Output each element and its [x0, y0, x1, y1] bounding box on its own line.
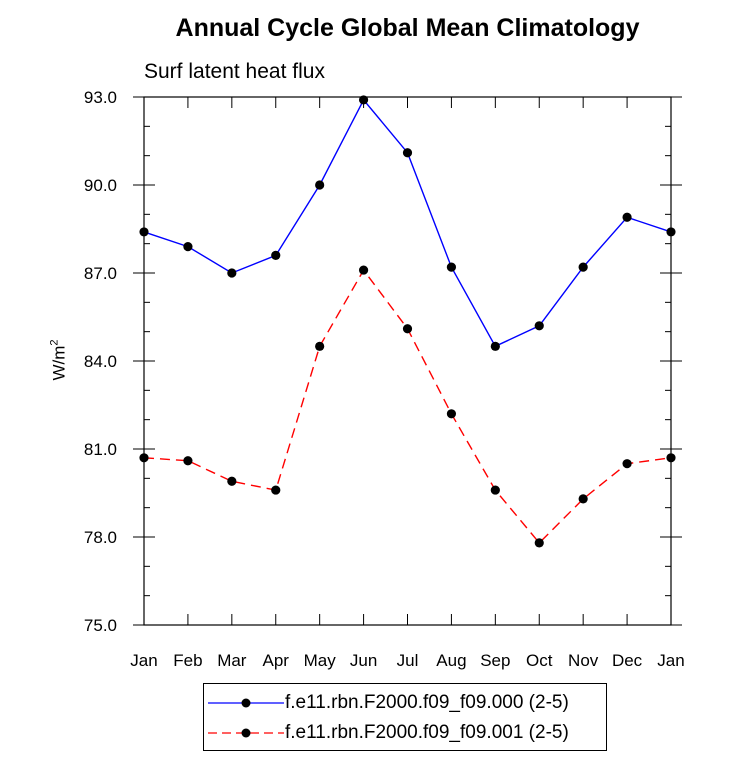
plot-area: Jan Feb Mar Apr May Jun Jul Aug Sep Oct Nov Dec Jan 7… — [84, 88, 685, 670]
data-point-series-1 — [227, 268, 237, 278]
data-point-series-2 — [446, 409, 457, 419]
series-line-1 — [143, 98, 672, 348]
plot-frame — [143, 96, 672, 626]
y-tick-label: 84.0 — [84, 352, 117, 371]
data-point-series-2 — [490, 485, 500, 495]
legend-swatch-series-2 — [208, 728, 284, 738]
x-tick-label: Feb — [173, 651, 202, 670]
legend-item-series-1: f.e11.rbn.F2000.f09_f09.000 (2-5) — [204, 688, 606, 718]
data-point-series-2 — [139, 453, 149, 463]
legend-item-series-2: f.e11.rbn.F2000.f09_f09.001 (2-5) — [204, 718, 606, 748]
data-point-series-1 — [446, 262, 457, 272]
data-point-series-2 — [666, 453, 676, 463]
data-point-series-1 — [183, 242, 193, 252]
x-tick-label: Aug — [436, 651, 466, 670]
x-tick-label: Nov — [568, 651, 599, 670]
data-point-series-1 — [358, 95, 369, 105]
x-tick-label: Apr — [263, 651, 290, 670]
x-tick-label: Sep — [480, 651, 510, 670]
y-tick-label: 87.0 — [84, 264, 117, 283]
x-tick-label: Jun — [350, 651, 377, 670]
data-point-series-2 — [271, 485, 281, 495]
legend-label-series-2: f.e11.rbn.F2000.f09_f09.001 (2-5) — [285, 722, 569, 743]
legend: f.e11.rbn.F2000.f09_f09.000 (2-5) f.e11.… — [203, 683, 607, 751]
data-point-series-2 — [534, 538, 544, 548]
x-tick-label: Dec — [612, 651, 643, 670]
x-tick-label: Jul — [397, 651, 419, 670]
data-point-series-2 — [183, 456, 193, 466]
data-point-series-1 — [271, 250, 281, 260]
legend-label-series-1: f.e11.rbn.F2000.f09_f09.000 (2-5) — [285, 692, 569, 713]
series-line-2 — [143, 268, 672, 544]
y-tick-label: 75.0 — [84, 616, 117, 635]
data-point-series-1 — [666, 227, 676, 237]
chart-title: Annual Cycle Global Mean Climatology — [175, 14, 640, 42]
y-tick-label: 90.0 — [84, 176, 117, 195]
x-tick-label: Jan — [130, 651, 157, 670]
data-point-series-1 — [139, 227, 149, 237]
data-point-series-1 — [534, 321, 544, 331]
legend-swatch-series-1 — [208, 698, 284, 708]
data-point-series-1 — [402, 148, 413, 158]
data-point-series-2 — [227, 476, 237, 486]
data-point-series-2 — [578, 494, 588, 504]
data-point-series-2 — [358, 265, 369, 275]
y-tick-label: 93.0 — [84, 88, 117, 107]
data-point-series-1 — [622, 212, 632, 222]
data-point-series-2 — [402, 324, 413, 334]
data-point-series-2 — [622, 459, 632, 469]
x-tick-label: Jan — [657, 651, 684, 670]
data-point-series-1 — [490, 341, 500, 351]
y-tick-label: 81.0 — [84, 440, 117, 459]
x-tick-label: Mar — [217, 651, 247, 670]
chart-subtitle: Surf latent heat flux — [144, 60, 325, 83]
x-tick-label: May — [304, 651, 337, 670]
x-tick-label: Oct — [526, 651, 553, 670]
data-point-series-2 — [315, 341, 325, 351]
y-tick-label: 78.0 — [84, 528, 117, 547]
data-point-series-1 — [578, 262, 588, 272]
data-point-series-1 — [315, 180, 325, 190]
